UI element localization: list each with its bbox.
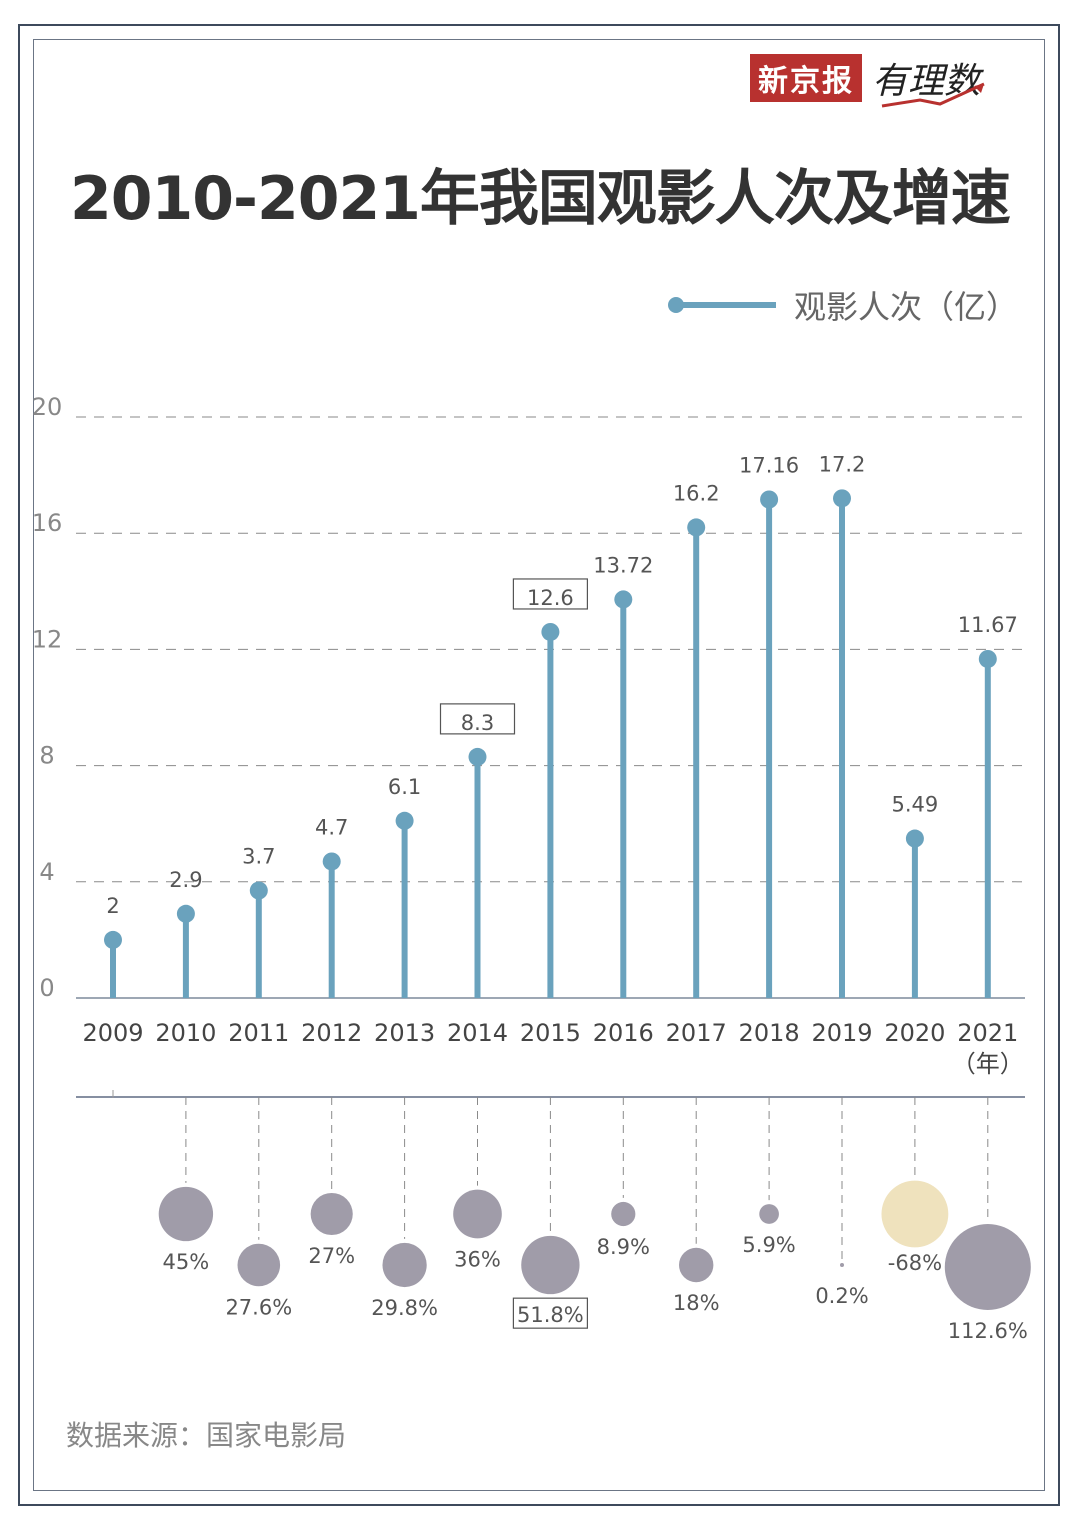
- value-label: 2.9: [169, 868, 202, 892]
- value-label: 6.1: [388, 775, 421, 799]
- growth-label: 5.9%: [742, 1233, 795, 1257]
- data-source: 数据来源：国家电影局: [66, 1419, 347, 1452]
- value-label: 11.67: [958, 613, 1018, 637]
- growth-bubble: [881, 1180, 949, 1248]
- growth-bubble: [944, 1224, 1031, 1310]
- growth-bubble: [679, 1247, 714, 1283]
- legend-label: 观影人次（亿）: [794, 288, 1019, 326]
- x-tick-label: 2013: [374, 1019, 435, 1047]
- data-point: [905, 829, 924, 848]
- value-label: 12.6: [527, 586, 574, 610]
- x-tick-label: 2011: [228, 1019, 289, 1047]
- x-tick-label: 2016: [593, 1019, 654, 1047]
- data-point: [395, 811, 414, 830]
- y-tick-label: 20: [32, 393, 63, 421]
- y-tick-label: 12: [32, 625, 63, 653]
- x-tick-label: 2020: [884, 1019, 945, 1047]
- inner-frame: [33, 39, 1045, 1491]
- data-point: [760, 490, 779, 509]
- legend-dot: [668, 297, 684, 313]
- data-point: [978, 649, 997, 668]
- brand-logo: 新京报 有理数: [750, 52, 985, 108]
- growth-bubble: [310, 1192, 353, 1236]
- value-label: 2: [106, 894, 119, 918]
- y-tick-label: 0: [39, 974, 54, 1002]
- growth-bubble: [611, 1201, 636, 1227]
- value-label: 8.3: [461, 711, 494, 735]
- data-point: [468, 747, 487, 766]
- growth-label-box: [512, 1297, 589, 1329]
- value-label-box: [439, 703, 516, 735]
- growth-label: 8.9%: [597, 1235, 650, 1259]
- y-tick-label: 4: [39, 858, 54, 886]
- brand-column: 有理数: [872, 52, 985, 108]
- value-label: 4.7: [315, 815, 348, 839]
- growth-bubble: [237, 1243, 281, 1287]
- legend: 观影人次（亿）: [668, 282, 1019, 328]
- growth-label: 51.8%: [517, 1303, 584, 1327]
- growth-label: 112.6%: [948, 1319, 1028, 1343]
- outer-frame: [18, 24, 1060, 1506]
- growth-label: 0.2%: [815, 1284, 868, 1308]
- value-label: 17.2: [819, 452, 866, 476]
- y-tick-label: 16: [32, 509, 63, 537]
- growth-bubble: [382, 1242, 427, 1288]
- growth-label: 18%: [673, 1291, 720, 1315]
- growth-label: 27.6%: [225, 1295, 292, 1319]
- value-label: 3.7: [242, 845, 275, 869]
- data-point: [614, 590, 633, 609]
- x-tick-label: 2010: [155, 1019, 216, 1047]
- x-tick-label: 2015: [520, 1019, 581, 1047]
- x-tick-label: 2019: [811, 1019, 872, 1047]
- data-point: [249, 881, 268, 900]
- data-point: [104, 930, 122, 949]
- trend-arrow-icon: [881, 82, 985, 108]
- data-point: [541, 622, 560, 641]
- brand-name: 新京报: [750, 54, 862, 102]
- value-label: 16.2: [673, 481, 720, 505]
- growth-bubble: [453, 1189, 502, 1239]
- y-tick-label: 8: [39, 742, 54, 770]
- data-point: [833, 489, 851, 508]
- x-tick-label: 2021: [957, 1019, 1018, 1047]
- value-label: 5.49: [892, 793, 939, 817]
- page-title: 2010-2021年我国观影人次及增速: [70, 164, 1011, 234]
- x-unit-label: （年）: [952, 1050, 1024, 1078]
- growth-bubble: [521, 1235, 580, 1295]
- value-label-box: [512, 578, 589, 610]
- legend-swatch: [668, 297, 776, 313]
- growth-label: 36%: [454, 1247, 501, 1271]
- data-point: [687, 518, 706, 537]
- value-label: 13.72: [593, 553, 653, 577]
- growth-bubble: [759, 1204, 779, 1224]
- growth-label: -68%: [888, 1251, 942, 1275]
- growth-label: 27%: [308, 1244, 355, 1268]
- data-point: [322, 852, 341, 871]
- growth-label: 29.8%: [371, 1296, 438, 1320]
- growth-bubble: [840, 1263, 844, 1267]
- x-tick-label: 2009: [82, 1019, 143, 1047]
- x-tick-label: 2017: [666, 1019, 727, 1047]
- data-point: [176, 904, 195, 923]
- x-tick-label: 2012: [301, 1019, 362, 1047]
- x-tick-label: 2014: [447, 1019, 508, 1047]
- value-label: 17.16: [739, 454, 799, 478]
- growth-label: 45%: [163, 1250, 210, 1274]
- growth-bubble: [158, 1186, 214, 1242]
- x-tick-label: 2018: [739, 1019, 800, 1047]
